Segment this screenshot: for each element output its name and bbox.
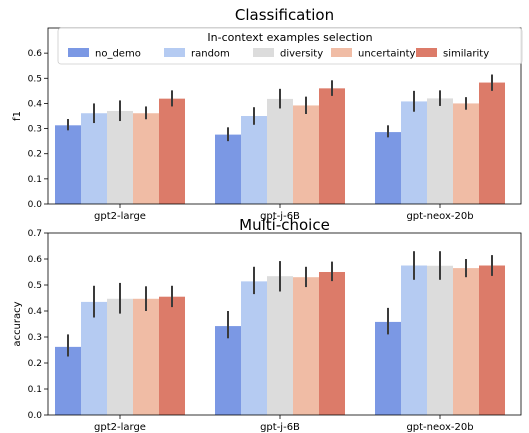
y-tick-label: 0.5 bbox=[28, 281, 42, 291]
bar-similarity-gpt-j-6B bbox=[319, 88, 345, 204]
legend-label-random: random bbox=[191, 49, 230, 60]
bar-similarity-gpt-j-6B bbox=[319, 272, 345, 415]
y-tick-label: 0.0 bbox=[28, 200, 43, 210]
y-tick-label: 0.4 bbox=[28, 307, 43, 317]
bar-diversity-gpt2-large bbox=[107, 110, 133, 204]
bar-uncertainty-gpt-j-6B bbox=[293, 105, 319, 204]
legend-label-no_demo: no_demo bbox=[95, 49, 141, 60]
legend: In-context examples selection no_demo rand… bbox=[57, 27, 523, 65]
bar-uncertainty-gpt-neox-20b bbox=[453, 268, 479, 415]
bar-random-gpt-neox-20b bbox=[401, 265, 427, 415]
bar-uncertainty-gpt2-large bbox=[133, 298, 159, 415]
bar-similarity-gpt-neox-20b bbox=[479, 265, 505, 415]
bar-diversity-gpt-j-6B bbox=[267, 98, 293, 204]
legend-swatch-similarity bbox=[416, 48, 437, 57]
bar-random-gpt-j-6B bbox=[241, 281, 267, 415]
bar-no_demo-gpt-j-6B bbox=[215, 134, 241, 204]
classification-panel: Classification f1 0.0 0.1 0.2 0.3 0.4 0.5 0.6 gpt… bbox=[12, 6, 523, 222]
bar-no_demo-gpt-neox-20b bbox=[375, 321, 401, 415]
y-tick-label: 0.5 bbox=[28, 74, 42, 84]
legend-swatch-no_demo bbox=[68, 48, 89, 57]
y-tick-label: 0.3 bbox=[28, 333, 42, 343]
bar-no_demo-gpt2-large bbox=[55, 346, 81, 415]
y-tick-label: 0.4 bbox=[28, 99, 43, 109]
bar-diversity-gpt-neox-20b bbox=[427, 98, 453, 204]
bar-uncertainty-gpt-neox-20b bbox=[453, 103, 479, 204]
bar-similarity-gpt2-large bbox=[159, 296, 185, 415]
bar-random-gpt-j-6B bbox=[241, 116, 267, 204]
y-tick-label: 0.2 bbox=[28, 359, 42, 369]
y-axis-label: f1 bbox=[12, 111, 23, 121]
bar-random-gpt-neox-20b bbox=[401, 101, 427, 204]
y-tick-label: 0.6 bbox=[28, 49, 43, 59]
x-tick-label: gpt-j-6B bbox=[260, 422, 300, 433]
chart-title: Classification bbox=[235, 6, 334, 24]
legend-swatch-diversity bbox=[253, 48, 274, 57]
y-tick-label: 0.2 bbox=[28, 150, 42, 160]
bar-no_demo-gpt-j-6B bbox=[215, 326, 241, 415]
multi-choice-panel: Multi-choice accuracy 0.0 0.1 0.2 0.3 0.4 0.5 0.… bbox=[12, 216, 522, 433]
bar-diversity-gpt-j-6B bbox=[267, 276, 293, 415]
chart-title: Multi-choice bbox=[239, 216, 330, 234]
bar-random-gpt2-large bbox=[81, 301, 107, 415]
x-tick-label: gpt-neox-20b bbox=[406, 211, 473, 222]
y-tick-label: 0.1 bbox=[28, 175, 42, 185]
y-tick-label: 0.6 bbox=[28, 255, 43, 265]
y-axis-label: accuracy bbox=[12, 301, 23, 346]
legend-swatch-random bbox=[164, 48, 185, 57]
bar-uncertainty-gpt-j-6B bbox=[293, 277, 319, 415]
y-tick-label: 0.7 bbox=[28, 229, 42, 239]
bar-similarity-gpt-neox-20b bbox=[479, 82, 505, 204]
x-tick-label: gpt2-large bbox=[94, 211, 146, 222]
x-tick-label: gpt-j-6B bbox=[260, 211, 300, 222]
legend-label-diversity: diversity bbox=[280, 49, 323, 60]
y-tick-label: 0.0 bbox=[28, 411, 43, 421]
bar-diversity-gpt-neox-20b bbox=[427, 265, 453, 415]
x-tick-label: gpt2-large bbox=[94, 422, 146, 433]
y-tick-label: 0.1 bbox=[28, 385, 42, 395]
legend-label-uncertainty: uncertainty bbox=[358, 49, 416, 60]
x-tick-label: gpt-neox-20b bbox=[406, 422, 473, 433]
bar-diversity-gpt2-large bbox=[107, 298, 133, 415]
bar-no_demo-gpt-neox-20b bbox=[375, 132, 401, 204]
bar-random-gpt2-large bbox=[81, 113, 107, 204]
legend-title: In-context examples selection bbox=[207, 31, 372, 44]
y-tick-label: 0.3 bbox=[28, 125, 42, 135]
plot-frame bbox=[47, 232, 522, 416]
bar-similarity-gpt2-large bbox=[159, 98, 185, 204]
legend-swatch-uncertainty bbox=[331, 48, 352, 57]
bar-no_demo-gpt2-large bbox=[55, 125, 81, 204]
bar-uncertainty-gpt2-large bbox=[133, 113, 159, 204]
legend-label-similarity: similarity bbox=[443, 49, 489, 60]
